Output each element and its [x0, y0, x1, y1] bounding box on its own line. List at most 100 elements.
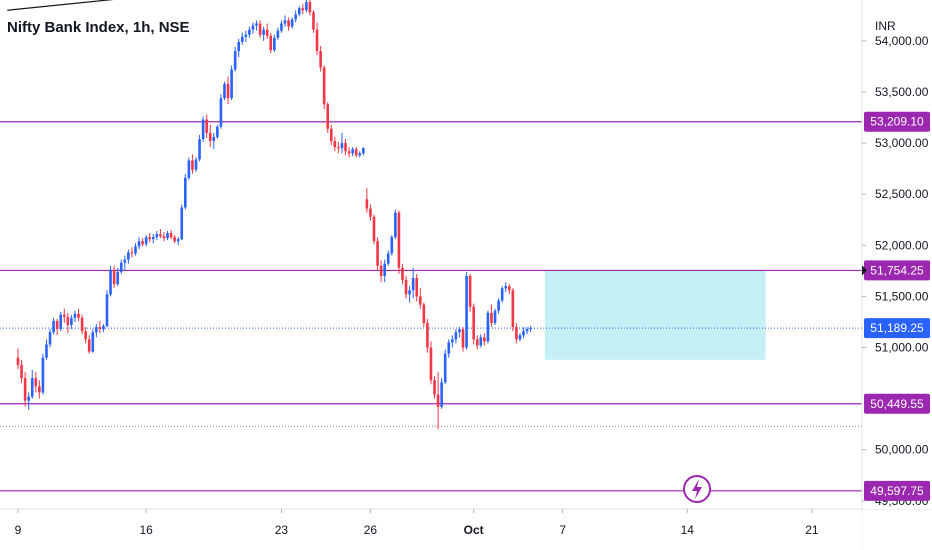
candle-body [255, 23, 258, 26]
y-tick-label: 50,000.00 [875, 443, 929, 457]
candle [84, 327, 87, 344]
candle-body [45, 344, 48, 358]
candle-body [386, 253, 390, 264]
candle-body [84, 331, 87, 340]
candle [287, 17, 290, 31]
candle [344, 139, 347, 156]
candle-body [137, 241, 141, 247]
candle-body [447, 342, 451, 354]
price-axis-ticks: 54,000.00 53,500.00 53,000.00 52,500.00 52,0… [862, 34, 929, 508]
x-tick-label: 7 [559, 523, 566, 537]
candle [408, 286, 411, 303]
candle [212, 132, 216, 150]
candle-body [258, 23, 262, 35]
candle-body [180, 207, 184, 240]
candle [134, 243, 137, 256]
candle [208, 124, 212, 148]
candle-body [194, 159, 198, 170]
candle [280, 20, 283, 33]
candle [169, 229, 173, 240]
candle [362, 147, 365, 156]
x-tick-label: 23 [275, 523, 289, 537]
level-badge-2-bg [864, 393, 930, 414]
candle [173, 235, 176, 244]
candle-body [280, 23, 283, 31]
candle [440, 378, 443, 409]
candle [102, 324, 105, 333]
candle [326, 102, 330, 133]
candle-body [454, 332, 458, 340]
x-tick-label: 26 [364, 523, 378, 537]
candle [411, 267, 415, 299]
candle [116, 267, 119, 287]
candle [333, 136, 337, 152]
candle-body [443, 353, 447, 383]
candle-body [173, 237, 176, 242]
candle-body [169, 233, 173, 238]
candle [269, 32, 273, 54]
candle-body [23, 378, 27, 401]
candle-body [426, 322, 429, 348]
candle [401, 263, 404, 285]
candle [454, 329, 458, 344]
y-tick-label: 51,500.00 [875, 289, 929, 303]
candle-body [507, 286, 511, 291]
candle [41, 353, 45, 395]
candle-body [422, 304, 426, 323]
candle [127, 249, 130, 264]
candle-body [337, 147, 340, 149]
candle [479, 334, 483, 348]
level-badge-0-label: 53,209.10 [870, 115, 924, 129]
candle [493, 308, 497, 326]
current-price-badge-bg [864, 318, 930, 339]
level-badge-1-bg [864, 260, 930, 281]
level-badge-0: 53,209.10 [864, 111, 930, 132]
candle-body [73, 313, 77, 318]
level-badge-3: 49,597.75 [864, 480, 930, 501]
candle-body [16, 357, 20, 365]
candle [340, 132, 344, 154]
candle-body [116, 271, 119, 285]
y-tick-label: 53,500.00 [875, 85, 929, 99]
candle [255, 20, 258, 31]
time-axis[interactable] [0, 510, 862, 550]
candle-body [515, 327, 518, 340]
candle [372, 214, 376, 245]
candle-body [354, 149, 358, 156]
currency-label: INR [875, 19, 896, 33]
x-tick-label: 14 [681, 523, 695, 537]
price-badges: 53,209.10 51,754.25 50,449.55 49,597.75 51,1… [862, 111, 930, 501]
candle [20, 359, 23, 384]
candle-body [20, 364, 23, 379]
candle [301, 4, 305, 15]
candle [529, 326, 532, 333]
candle [305, 0, 308, 13]
candle-body [347, 151, 351, 154]
level-badge-2: 50,449.55 [864, 393, 930, 414]
candle [34, 372, 38, 393]
candle-body [269, 35, 273, 51]
candle-body [102, 326, 105, 330]
candle [319, 45, 322, 72]
candle-body [451, 339, 454, 343]
candle [383, 259, 386, 283]
candle [507, 284, 511, 295]
candle-body [415, 278, 419, 297]
candle [87, 335, 91, 354]
candle-body [273, 37, 276, 51]
candle [265, 23, 269, 39]
candle [59, 311, 63, 332]
candle-body [262, 29, 265, 35]
candle-body [201, 119, 205, 140]
candle-body [390, 237, 394, 254]
lightning-icon[interactable] [683, 475, 711, 503]
candle [461, 327, 465, 352]
price-axis[interactable] [863, 0, 932, 509]
candle [486, 310, 490, 344]
candle [458, 327, 461, 338]
candle-body [66, 316, 70, 326]
candle [137, 237, 141, 250]
candle [294, 10, 297, 23]
